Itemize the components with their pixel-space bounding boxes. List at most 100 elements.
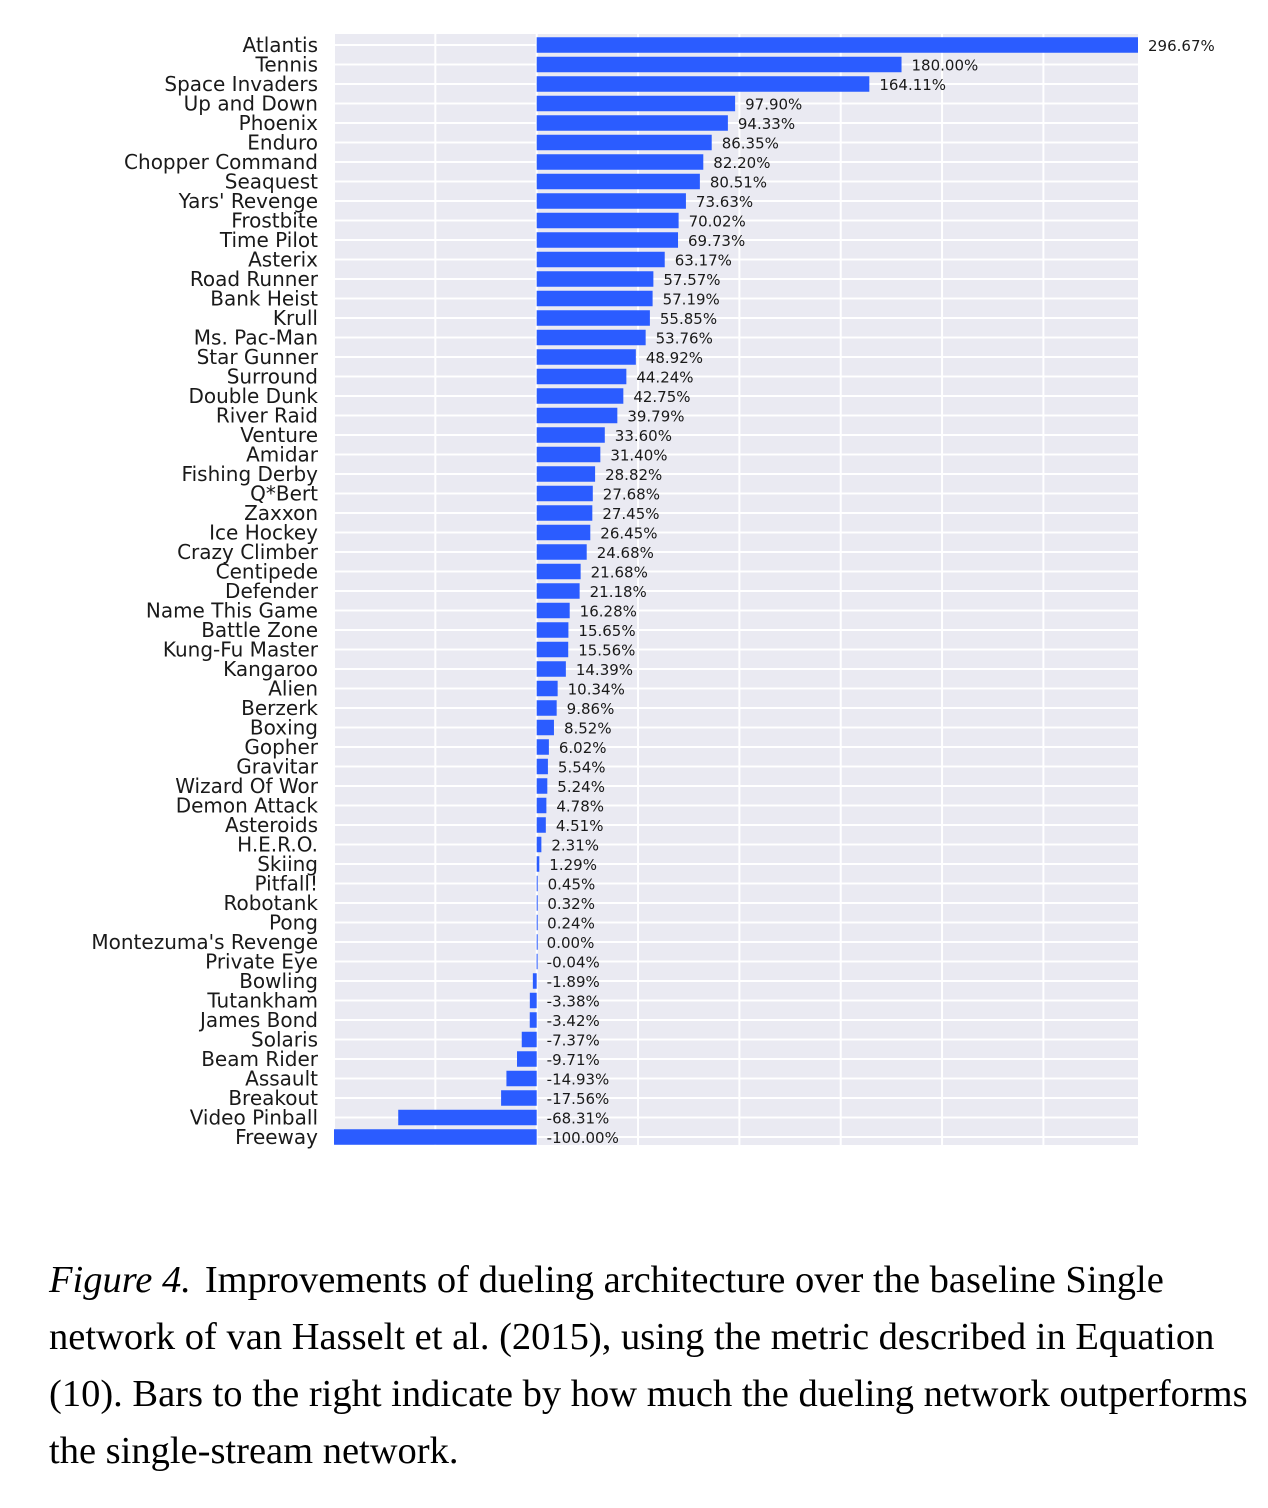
- bar: [536, 563, 581, 580]
- bar: [536, 758, 548, 775]
- bar: [536, 914, 538, 931]
- bar: [536, 505, 593, 521]
- value-label: 57.57%: [663, 271, 720, 289]
- bar: [529, 1012, 537, 1028]
- bar: [536, 349, 636, 365]
- category-label: James Bond: [198, 1008, 318, 1032]
- value-label: 15.65%: [578, 622, 635, 640]
- bar: [517, 1051, 537, 1067]
- value-label: 82.20%: [713, 154, 770, 172]
- value-label: -3.38%: [547, 993, 600, 1011]
- value-label: 31.40%: [610, 447, 667, 465]
- value-label: 164.11%: [879, 76, 946, 94]
- bar: [536, 407, 618, 424]
- category-label: Time Pilot: [219, 228, 318, 252]
- category-label: Amidar: [246, 443, 319, 467]
- bar: [536, 485, 593, 502]
- category-label: Tennis: [255, 53, 318, 77]
- category-label: Bank Heist: [210, 287, 318, 311]
- bar: [501, 1090, 537, 1106]
- caption-text: Improvements of dueling architecture ove…: [49, 1259, 1248, 1472]
- category-label: Q*Bert: [250, 482, 318, 506]
- category-label: Space Invaders: [164, 72, 318, 96]
- category-label: Pitfall!: [255, 872, 318, 896]
- value-label: 21.68%: [591, 564, 648, 582]
- value-label: 80.51%: [710, 174, 767, 192]
- bar: [536, 817, 546, 833]
- category-label: Centipede: [216, 560, 318, 584]
- category-label: Asterix: [248, 248, 318, 272]
- bar: [536, 661, 566, 677]
- value-label: -1.89%: [547, 973, 600, 991]
- value-label: -3.42%: [547, 1012, 600, 1030]
- value-label: 55.85%: [660, 310, 717, 328]
- value-label: -14.93%: [547, 1071, 610, 1089]
- bar: [536, 778, 548, 794]
- category-label: Krull: [273, 306, 318, 330]
- value-label: 10.34%: [568, 681, 625, 699]
- bar: [536, 232, 679, 248]
- value-label: 53.76%: [656, 330, 713, 348]
- category-label: Kangaroo: [223, 657, 318, 681]
- category-label: Bowling: [239, 969, 318, 993]
- bar: [536, 680, 558, 697]
- value-label: 86.35%: [722, 135, 779, 153]
- category-label: Montezuma's Revenge: [91, 930, 318, 954]
- category-label: Atlantis: [243, 33, 318, 57]
- bar: [536, 895, 538, 911]
- figure-caption: Figure 4. Improvements of dueling archite…: [49, 1252, 1249, 1480]
- value-label: -17.56%: [547, 1090, 610, 1108]
- bar: [334, 1129, 537, 1145]
- value-label: 73.63%: [696, 193, 753, 211]
- category-label: Solaris: [251, 1028, 318, 1052]
- category-label: Seaquest: [225, 170, 318, 194]
- bar: [398, 1109, 537, 1126]
- bar: [536, 310, 650, 326]
- bar: [521, 1031, 537, 1048]
- value-label: 33.60%: [615, 427, 672, 445]
- value-label: 296.67%: [1148, 37, 1215, 55]
- bar: [536, 875, 538, 892]
- category-label: Gravitar: [236, 755, 318, 779]
- value-label: 16.28%: [580, 603, 637, 621]
- bar: [536, 934, 538, 950]
- category-label: Wizard Of Wor: [175, 774, 319, 798]
- category-label: Ice Hockey: [209, 521, 318, 545]
- bar: [536, 739, 549, 755]
- category-label: Private Eye: [205, 950, 318, 974]
- value-label: 27.45%: [602, 505, 659, 523]
- category-label: Star Gunner: [197, 345, 319, 369]
- chart-svg: Atlantis 296.67% Tennis 180.00% Space Invade…: [91, 33, 1215, 1149]
- category-label: Pong: [269, 911, 318, 935]
- value-label: 15.56%: [578, 642, 635, 660]
- bar: [536, 271, 654, 287]
- value-label: 94.33%: [738, 115, 795, 133]
- value-label: 26.45%: [600, 525, 657, 543]
- category-label: Battle Zone: [201, 618, 318, 642]
- value-label: 0.00%: [547, 934, 595, 952]
- value-label: -100.00%: [547, 1129, 619, 1147]
- bar: [536, 622, 569, 638]
- category-label: Up and Down: [184, 92, 318, 116]
- value-label: 42.75%: [633, 388, 690, 406]
- bar: [536, 37, 1138, 53]
- value-label: 2.31%: [551, 837, 599, 855]
- category-label: Freeway: [235, 1125, 318, 1149]
- category-label: Crazy Climber: [177, 540, 319, 564]
- bar: [536, 427, 605, 443]
- bar: [536, 446, 601, 463]
- category-label: Demon Attack: [176, 794, 319, 818]
- category-label: Robotank: [223, 891, 318, 915]
- value-label: -9.71%: [547, 1051, 600, 1069]
- bar: [536, 719, 554, 736]
- bar: [536, 115, 728, 131]
- value-label: 4.78%: [556, 798, 604, 816]
- value-label: 6.02%: [559, 739, 607, 757]
- bar: [506, 1070, 537, 1087]
- bar-chart: Atlantis 296.67% Tennis 180.00% Space Invade…: [91, 33, 1215, 1149]
- category-label: Name This Game: [146, 599, 318, 623]
- bar: [536, 329, 646, 346]
- value-label: 0.45%: [548, 876, 596, 894]
- bar: [532, 973, 537, 989]
- bar: [536, 544, 587, 560]
